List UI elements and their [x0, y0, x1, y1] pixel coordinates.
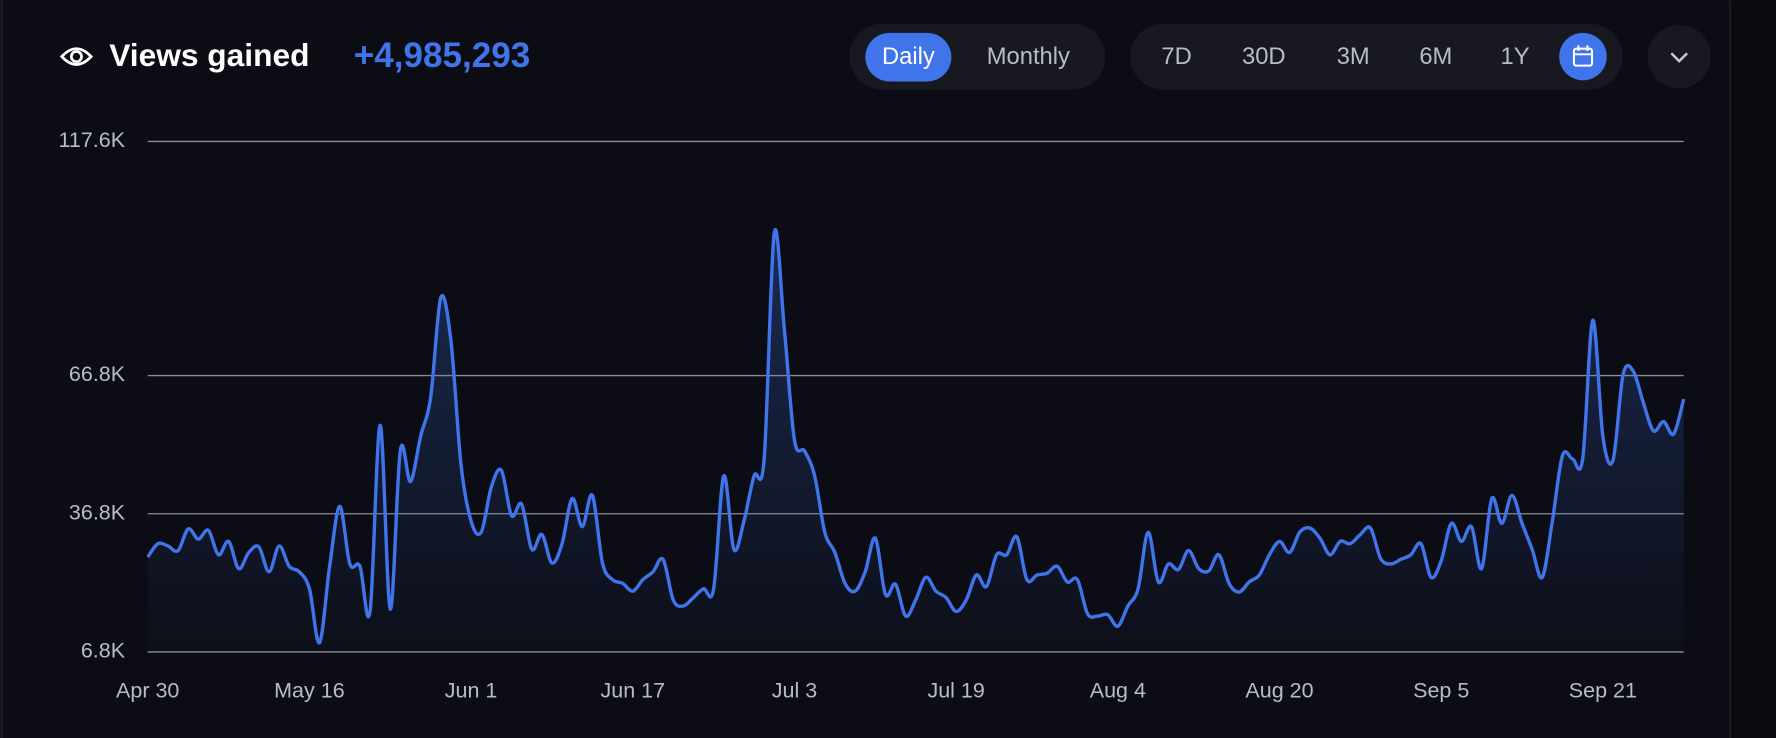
range-option[interactable]: 1Y — [1501, 43, 1530, 70]
calendar-button[interactable] — [1559, 32, 1607, 81]
x-tick-label: Aug 4 — [1090, 678, 1146, 702]
x-tick-label: Aug 20 — [1245, 678, 1313, 702]
y-tick-label: 36.8K — [69, 500, 126, 524]
x-tick-label: Jul 3 — [772, 678, 817, 702]
x-tick-label: Jul 19 — [927, 678, 984, 702]
title: Views gained — [109, 37, 309, 73]
y-tick-label: 66.8K — [69, 362, 126, 386]
range-toggle — [1130, 23, 1623, 90]
chart: 6.8K 36.8K 66.8K 117.6K Apr 30 May 16 Jun 1 Jun… — [59, 128, 1686, 702]
y-tick-label: 6.8K — [81, 639, 126, 663]
y-tick-label: 117.6K — [59, 128, 126, 152]
x-tick-label: Sep 5 — [1413, 678, 1469, 702]
interval-label: Monthly — [987, 43, 1070, 70]
x-tick-label: Apr 30 — [116, 678, 179, 702]
x-tick-label: Jun 17 — [601, 678, 666, 702]
interval-label: Daily — [882, 43, 935, 70]
x-tick-label: Sep 21 — [1569, 678, 1637, 702]
x-tick-label: May 16 — [274, 678, 345, 702]
eye-icon — [59, 47, 93, 66]
interval-option[interactable]: Monthly — [987, 43, 1070, 70]
range-option[interactable]: 6M — [1419, 43, 1452, 70]
active-pill — [865, 32, 952, 82]
interval-option[interactable]: Daily — [865, 32, 952, 82]
range-option[interactable]: 30D — [1242, 43, 1286, 70]
line — [146, 228, 1686, 645]
total: +4,985,293 — [354, 36, 531, 75]
dropdown-button[interactable] — [1647, 24, 1711, 89]
area — [147, 229, 1684, 652]
range-option[interactable]: 7D — [1161, 43, 1191, 70]
x-tick-label: Jun 1 — [445, 678, 498, 702]
range-option[interactable]: 3M — [1337, 43, 1370, 70]
